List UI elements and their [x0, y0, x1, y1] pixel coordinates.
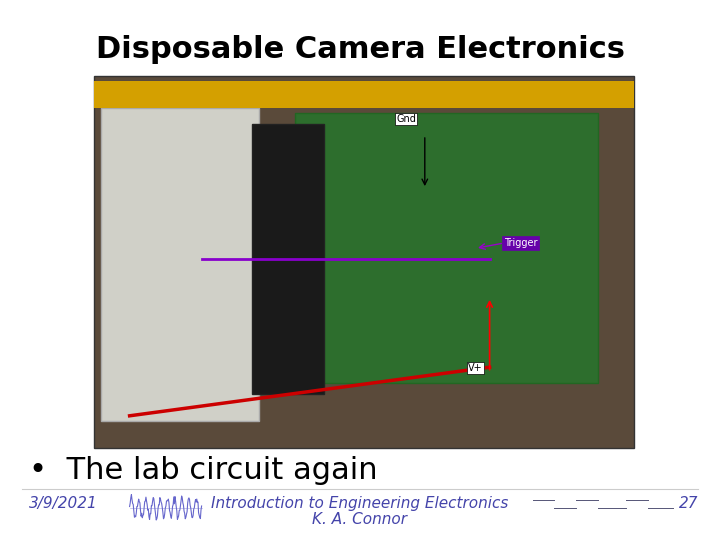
Text: 3/9/2021: 3/9/2021 [29, 496, 97, 511]
Text: •  The lab circuit again: • The lab circuit again [29, 456, 377, 485]
Text: V+: V+ [468, 362, 482, 373]
Text: 27: 27 [679, 496, 698, 511]
FancyBboxPatch shape [252, 124, 324, 394]
FancyBboxPatch shape [94, 76, 634, 448]
Text: K. A. Connor: K. A. Connor [312, 512, 408, 527]
Text: Introduction to Engineering Electronics: Introduction to Engineering Electronics [211, 496, 509, 511]
Text: Gnd: Gnd [396, 114, 416, 124]
FancyBboxPatch shape [94, 81, 634, 108]
FancyBboxPatch shape [295, 113, 598, 383]
Text: Disposable Camera Electronics: Disposable Camera Electronics [96, 35, 624, 64]
FancyBboxPatch shape [101, 108, 259, 421]
Text: Trigger: Trigger [504, 238, 538, 248]
